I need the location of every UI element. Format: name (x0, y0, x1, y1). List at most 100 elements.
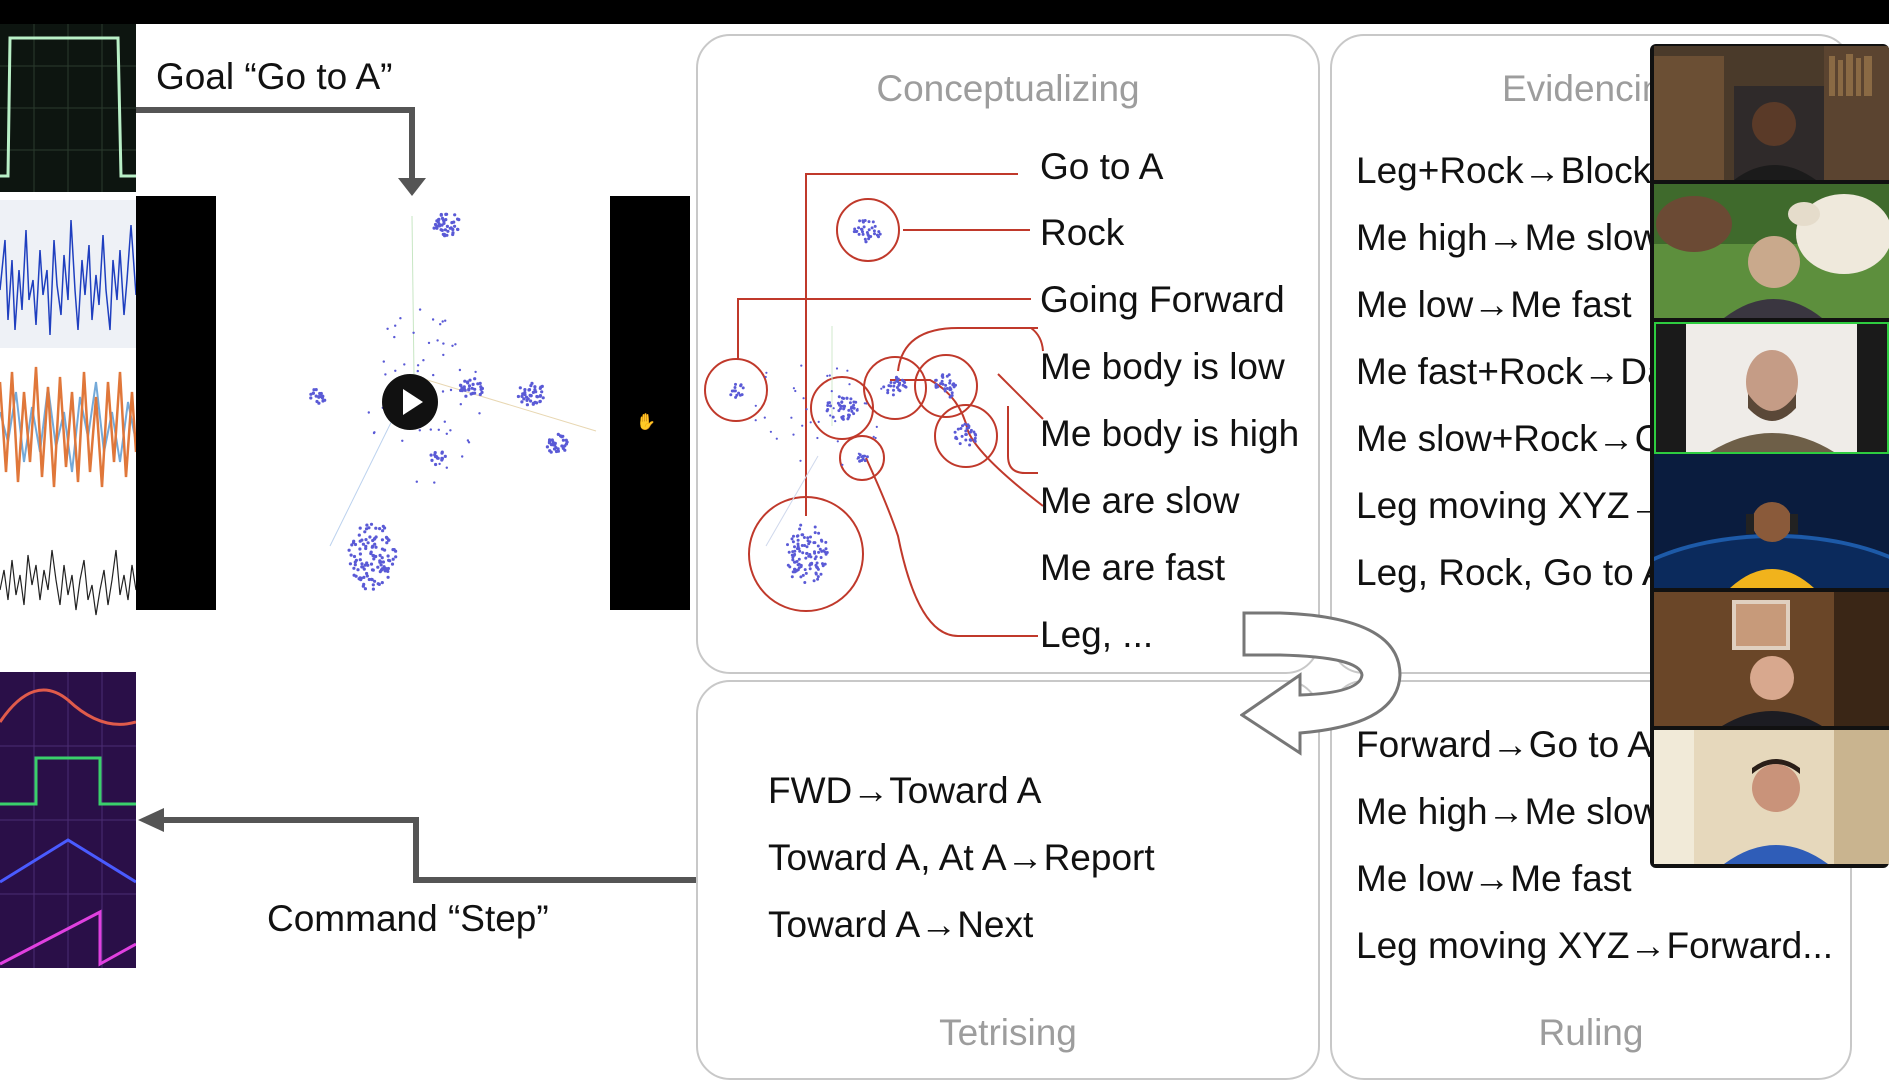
scatter-point (801, 533, 805, 537)
scatter-point (523, 390, 527, 395)
scatter-point (363, 563, 367, 567)
scatter-point (456, 217, 460, 221)
scatter-point (816, 436, 819, 440)
scatter-point (816, 544, 820, 548)
scatter-point (443, 228, 447, 232)
evidence-item-1: Leg+Rock→Block (1356, 150, 1652, 191)
participant-tile-3-active[interactable] (1654, 322, 1889, 454)
scatter-point (945, 387, 949, 390)
scatter-point (826, 404, 830, 407)
scatter-point (792, 387, 795, 390)
scatter-point (451, 344, 454, 347)
scatter-point (948, 388, 952, 392)
scatter-point (545, 445, 549, 449)
concept-label-slow: Me are slow (1040, 480, 1240, 521)
scatter-point (358, 576, 362, 580)
participant-tile-2[interactable] (1654, 184, 1889, 318)
concept-label-going-forward: Going Forward (1040, 279, 1285, 320)
scatter-point (839, 404, 843, 408)
scatter-point (852, 230, 856, 234)
scatter-point (556, 449, 560, 453)
scatter-point (380, 581, 384, 585)
scatter-point (790, 416, 793, 419)
noise-plot-black (0, 549, 137, 616)
scatter-point (516, 394, 520, 399)
scatter-point (364, 538, 368, 542)
signal-noise-orange (0, 352, 138, 500)
scatter-point (863, 459, 867, 463)
top-bar (0, 0, 1889, 24)
scatter-point (809, 535, 812, 539)
scatter-point (850, 406, 854, 410)
square-wave-plot (0, 24, 136, 192)
scatter-point (478, 392, 482, 397)
scatter-point (817, 420, 820, 423)
participant-tile-5[interactable] (1654, 592, 1889, 726)
scatter-point (518, 386, 522, 390)
scatter-point (378, 527, 382, 531)
scatter-point (839, 407, 842, 411)
scatter-point (380, 538, 384, 542)
scatter-point (474, 370, 477, 374)
scatter-point (520, 400, 524, 404)
scatter-point (941, 382, 945, 386)
command-label: Command “Step” (267, 898, 549, 939)
scatter-point (459, 388, 463, 393)
scatter-point (529, 384, 533, 388)
scatter-point (471, 382, 475, 386)
scatter-point (801, 573, 805, 577)
play-button[interactable] (382, 374, 438, 430)
noise-plot-blue (0, 219, 137, 336)
scatter-point (371, 587, 375, 591)
scatter-point (371, 544, 375, 548)
video-player[interactable] (216, 196, 610, 610)
participant-tile-4[interactable] (1654, 454, 1889, 588)
scatter-point (739, 384, 743, 388)
scatter-point (386, 566, 390, 571)
scatter-point (377, 582, 381, 586)
scatter-point (458, 383, 463, 387)
scatter-point (799, 565, 803, 569)
scatter-point (354, 558, 358, 562)
scatter-point (436, 220, 440, 224)
scatter-point (445, 224, 449, 228)
scatter-point (473, 377, 477, 381)
scatter-point (352, 573, 356, 577)
tetrising-title: Tetrising (939, 1012, 1077, 1053)
scatter-point (950, 391, 954, 395)
scatter-point (874, 436, 877, 440)
scatter-point (320, 396, 324, 400)
scatter-point (384, 535, 389, 539)
scatter-point (814, 571, 818, 575)
scatter-point (456, 227, 460, 232)
scatter-point (809, 562, 813, 566)
scatter-point (433, 451, 437, 455)
scatter-point (850, 409, 854, 413)
scatter-point (813, 531, 817, 535)
scatter-point (817, 550, 821, 554)
concept-label-body-low: Me body is low (1040, 346, 1285, 387)
scatter-point (788, 565, 792, 569)
scatter-point (361, 542, 365, 546)
scatter-point (803, 581, 807, 584)
scatter-point (479, 385, 483, 389)
scatter-point (444, 212, 448, 216)
scatter-point (812, 579, 816, 583)
participant-tile-1[interactable] (1654, 46, 1889, 180)
scatter-point (435, 224, 439, 228)
scatter-point (540, 390, 544, 394)
scatter-point (865, 402, 868, 405)
scatter-point (552, 442, 556, 446)
scatter-point (806, 536, 810, 540)
scatter-point (352, 566, 356, 570)
scatter-point (351, 540, 356, 545)
scatter-point (853, 227, 857, 231)
participant-tile-6[interactable] (1654, 730, 1889, 864)
scatter-3d-plot (309, 212, 597, 591)
scatter-point (856, 407, 859, 411)
scatter-point (469, 392, 473, 396)
scatter-point (791, 558, 795, 562)
scatter-point (889, 381, 893, 384)
concept-label-go-to-a: Go to A (1040, 146, 1164, 187)
scatter-point (422, 359, 425, 362)
